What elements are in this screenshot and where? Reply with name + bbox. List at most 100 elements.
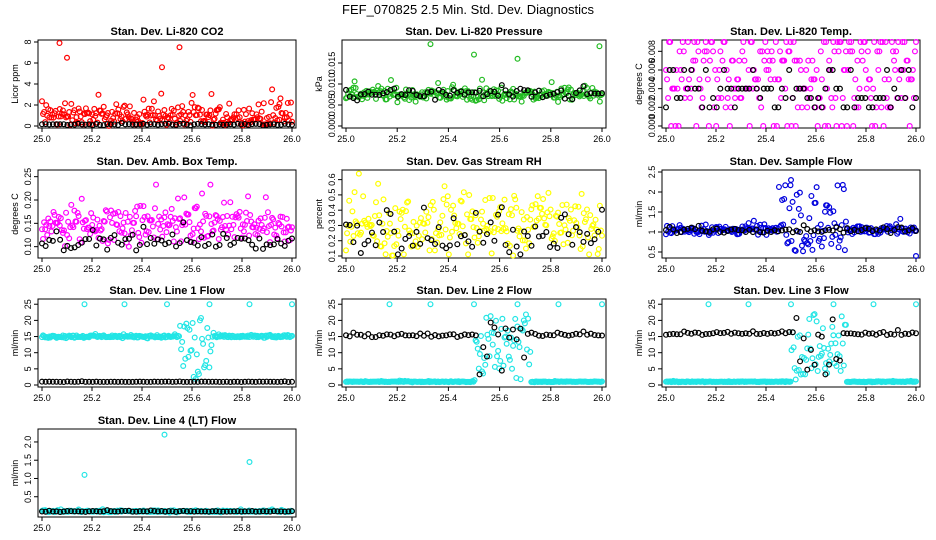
data-point	[235, 214, 242, 221]
data-point	[811, 361, 818, 368]
data-point	[402, 235, 409, 242]
data-point	[830, 38, 837, 45]
data-point	[285, 117, 292, 124]
series-black	[343, 319, 605, 378]
data-point	[281, 242, 288, 249]
data-point	[805, 57, 812, 64]
data-point	[413, 92, 420, 99]
data-point	[240, 228, 247, 235]
data-point	[876, 227, 883, 234]
data-point	[281, 120, 288, 127]
data-point	[909, 104, 916, 111]
data-point	[766, 57, 773, 64]
data-point	[840, 104, 847, 111]
x-tick-label: 25.6	[183, 393, 201, 403]
data-point	[57, 236, 64, 243]
y-tick-label: 10	[327, 348, 337, 358]
data-point	[539, 232, 546, 239]
data-point	[180, 120, 187, 127]
outlier-point	[471, 301, 478, 308]
data-point	[195, 105, 202, 112]
data-point	[477, 333, 484, 340]
data-point	[838, 313, 845, 320]
data-point	[790, 38, 797, 45]
data-point	[365, 237, 372, 244]
data-point	[709, 38, 716, 45]
data-point	[884, 225, 891, 232]
x-tick-label: 26.0	[593, 134, 611, 144]
data-point	[846, 38, 853, 45]
data-point	[118, 119, 125, 126]
data-point	[812, 199, 819, 206]
data-point	[825, 345, 832, 352]
data-point	[364, 94, 371, 101]
data-point	[569, 331, 576, 338]
data-point	[511, 192, 518, 199]
data-point	[855, 331, 862, 338]
data-point	[176, 240, 183, 247]
data-point	[513, 204, 520, 211]
data-point	[380, 332, 387, 339]
series-black	[662, 222, 919, 237]
data-point	[272, 224, 279, 231]
data-point	[260, 122, 267, 129]
panel-title: Stan. Dev. Li-820 Pressure	[405, 26, 542, 38]
data-point	[495, 92, 502, 99]
data-point	[289, 121, 296, 128]
data-point	[807, 346, 814, 353]
data-point	[735, 85, 742, 92]
data-point	[368, 334, 375, 341]
data-point	[728, 85, 735, 92]
data-point	[439, 212, 446, 219]
data-point	[796, 189, 803, 196]
data-point	[547, 206, 554, 213]
data-point	[834, 38, 841, 45]
data-point	[260, 378, 267, 385]
data-point	[686, 76, 693, 83]
data-point	[851, 330, 858, 337]
data-point	[65, 218, 72, 225]
y-tick-label: 0.20	[23, 191, 33, 209]
x-tick-label: 25.8	[233, 264, 251, 274]
data-point	[584, 230, 591, 237]
data-point	[818, 104, 825, 111]
data-point	[365, 88, 372, 95]
data-point	[589, 222, 596, 229]
data-point	[420, 93, 427, 100]
data-point	[168, 205, 175, 212]
data-point	[482, 361, 489, 368]
data-point	[502, 225, 509, 232]
x-tick-label: 25.8	[233, 523, 251, 533]
data-point	[489, 194, 496, 201]
data-point	[49, 237, 56, 244]
data-point	[78, 195, 85, 202]
data-point	[124, 218, 131, 225]
data-point	[68, 201, 75, 208]
plot-frame	[341, 39, 607, 129]
y-tick-label: 10	[647, 348, 657, 358]
y-tick-label: 25	[327, 299, 337, 309]
data-point	[124, 111, 131, 118]
data-point	[691, 226, 698, 233]
data-point	[809, 57, 816, 64]
x-tick-label: 25.0	[33, 134, 51, 144]
data-point	[815, 94, 822, 101]
data-point	[78, 508, 85, 515]
data-point	[735, 76, 742, 83]
data-point	[818, 350, 825, 357]
data-point	[830, 332, 837, 339]
y-tick-label: 1.5	[23, 454, 33, 467]
data-point	[100, 236, 107, 243]
data-point	[502, 241, 509, 248]
y-tick-label: 0.004	[647, 77, 657, 100]
outlier-point	[246, 459, 253, 466]
data-point	[545, 189, 552, 196]
data-point	[510, 342, 517, 349]
data-point	[141, 213, 148, 220]
data-point	[474, 239, 481, 246]
y-axis-label: ml/min	[314, 330, 324, 357]
data-point	[803, 233, 810, 240]
data-point	[851, 226, 858, 233]
data-point	[819, 325, 826, 332]
data-point	[475, 365, 482, 372]
